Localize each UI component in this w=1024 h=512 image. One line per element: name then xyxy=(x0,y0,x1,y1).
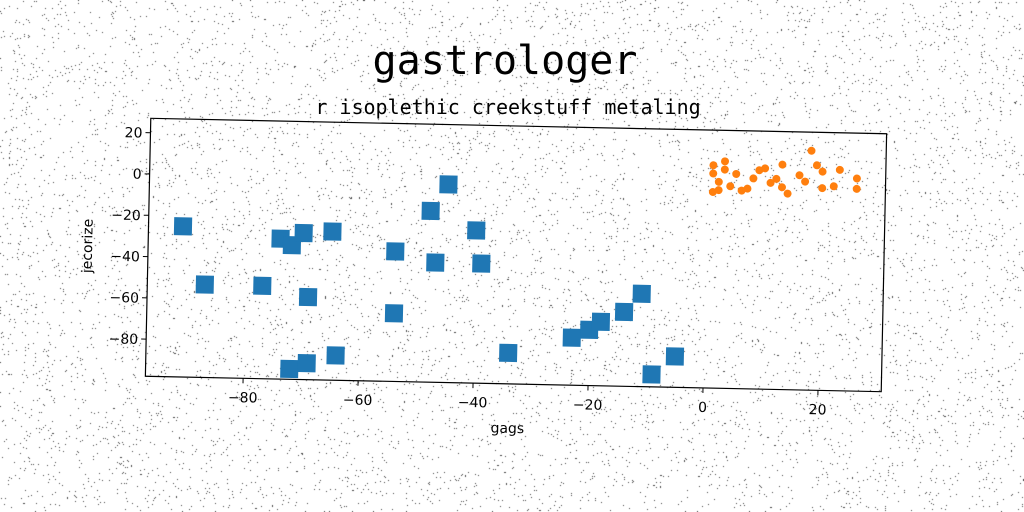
data-point-square xyxy=(280,359,299,379)
data-point-circle xyxy=(714,177,723,186)
data-point-circle xyxy=(852,174,861,183)
data-point-square xyxy=(386,242,405,261)
data-point-square xyxy=(439,175,458,194)
data-point-circle xyxy=(783,189,792,198)
data-point-circle xyxy=(795,171,804,180)
data-point-square xyxy=(421,201,440,221)
plot-area: −80 −60 −40 −20 0 20 20 0 −20 −40 −60 −80 gags jec… xyxy=(80,117,888,438)
data-point-circle xyxy=(726,182,735,191)
data-point-circle xyxy=(714,186,723,195)
data-point-square xyxy=(591,312,611,331)
data-point-circle xyxy=(818,167,827,176)
y-tick-label: −40 xyxy=(110,249,140,266)
y-tick-label: 0 xyxy=(133,167,142,183)
data-point-circle xyxy=(749,174,758,183)
x-axis: −80 −60 −40 −20 0 20 xyxy=(228,378,827,419)
data-point-circle xyxy=(829,182,838,191)
data-point-circle xyxy=(772,174,781,183)
data-point-square xyxy=(562,328,581,347)
data-point-circle xyxy=(812,161,821,170)
data-marks xyxy=(173,146,861,384)
plot-frame xyxy=(144,117,888,393)
y-tick-label: −80 xyxy=(108,331,138,348)
data-point-square xyxy=(642,365,661,384)
y-tick-label: 20 xyxy=(124,125,142,141)
data-point-circle xyxy=(852,184,861,193)
data-point-circle xyxy=(766,178,775,187)
data-point-square xyxy=(467,221,486,240)
data-point-circle xyxy=(709,161,718,170)
y-tick-label: −20 xyxy=(111,208,141,225)
x-tick-label: −20 xyxy=(573,397,603,414)
y-axis-label: jecorize xyxy=(80,219,97,275)
data-point-square xyxy=(294,223,313,243)
x-tick-label: −80 xyxy=(228,390,258,407)
data-point-square xyxy=(297,353,316,373)
data-point-circle xyxy=(777,183,786,192)
data-point-circle xyxy=(801,177,810,186)
x-tick-label: −60 xyxy=(343,392,373,409)
y-axis: 20 0 −20 −40 −60 −80 xyxy=(108,125,151,348)
data-point-square xyxy=(499,343,518,363)
data-point-square xyxy=(173,217,193,236)
x-axis-label: gags xyxy=(490,421,524,438)
y-tick-label: −60 xyxy=(109,290,139,307)
chart-subtitle: r isoplethic creekstuff metaling xyxy=(315,95,700,119)
data-point-square xyxy=(253,276,272,296)
data-point-circle xyxy=(720,165,729,174)
data-point-circle xyxy=(778,160,787,169)
data-point-square xyxy=(632,284,651,303)
data-point-circle xyxy=(807,146,816,155)
data-point-square xyxy=(614,302,634,322)
data-point-circle xyxy=(761,164,770,173)
data-point-square xyxy=(472,254,491,273)
data-point-circle xyxy=(732,169,741,178)
data-point-square xyxy=(195,275,214,294)
data-point-circle xyxy=(835,165,844,174)
data-point-circle xyxy=(743,184,752,193)
data-point-circle xyxy=(721,157,730,166)
x-tick-label: 0 xyxy=(698,400,707,416)
x-tick-label: −40 xyxy=(458,395,488,412)
data-point-square xyxy=(665,347,685,366)
data-point-square xyxy=(323,222,342,241)
x-tick-label: 20 xyxy=(808,402,826,418)
data-point-square xyxy=(426,253,445,272)
data-point-square xyxy=(384,304,404,323)
data-point-square xyxy=(326,346,345,365)
data-point-circle xyxy=(818,184,827,193)
data-point-square xyxy=(298,287,318,307)
chart-title: gastrologer xyxy=(373,38,638,84)
data-point-circle xyxy=(709,169,718,178)
